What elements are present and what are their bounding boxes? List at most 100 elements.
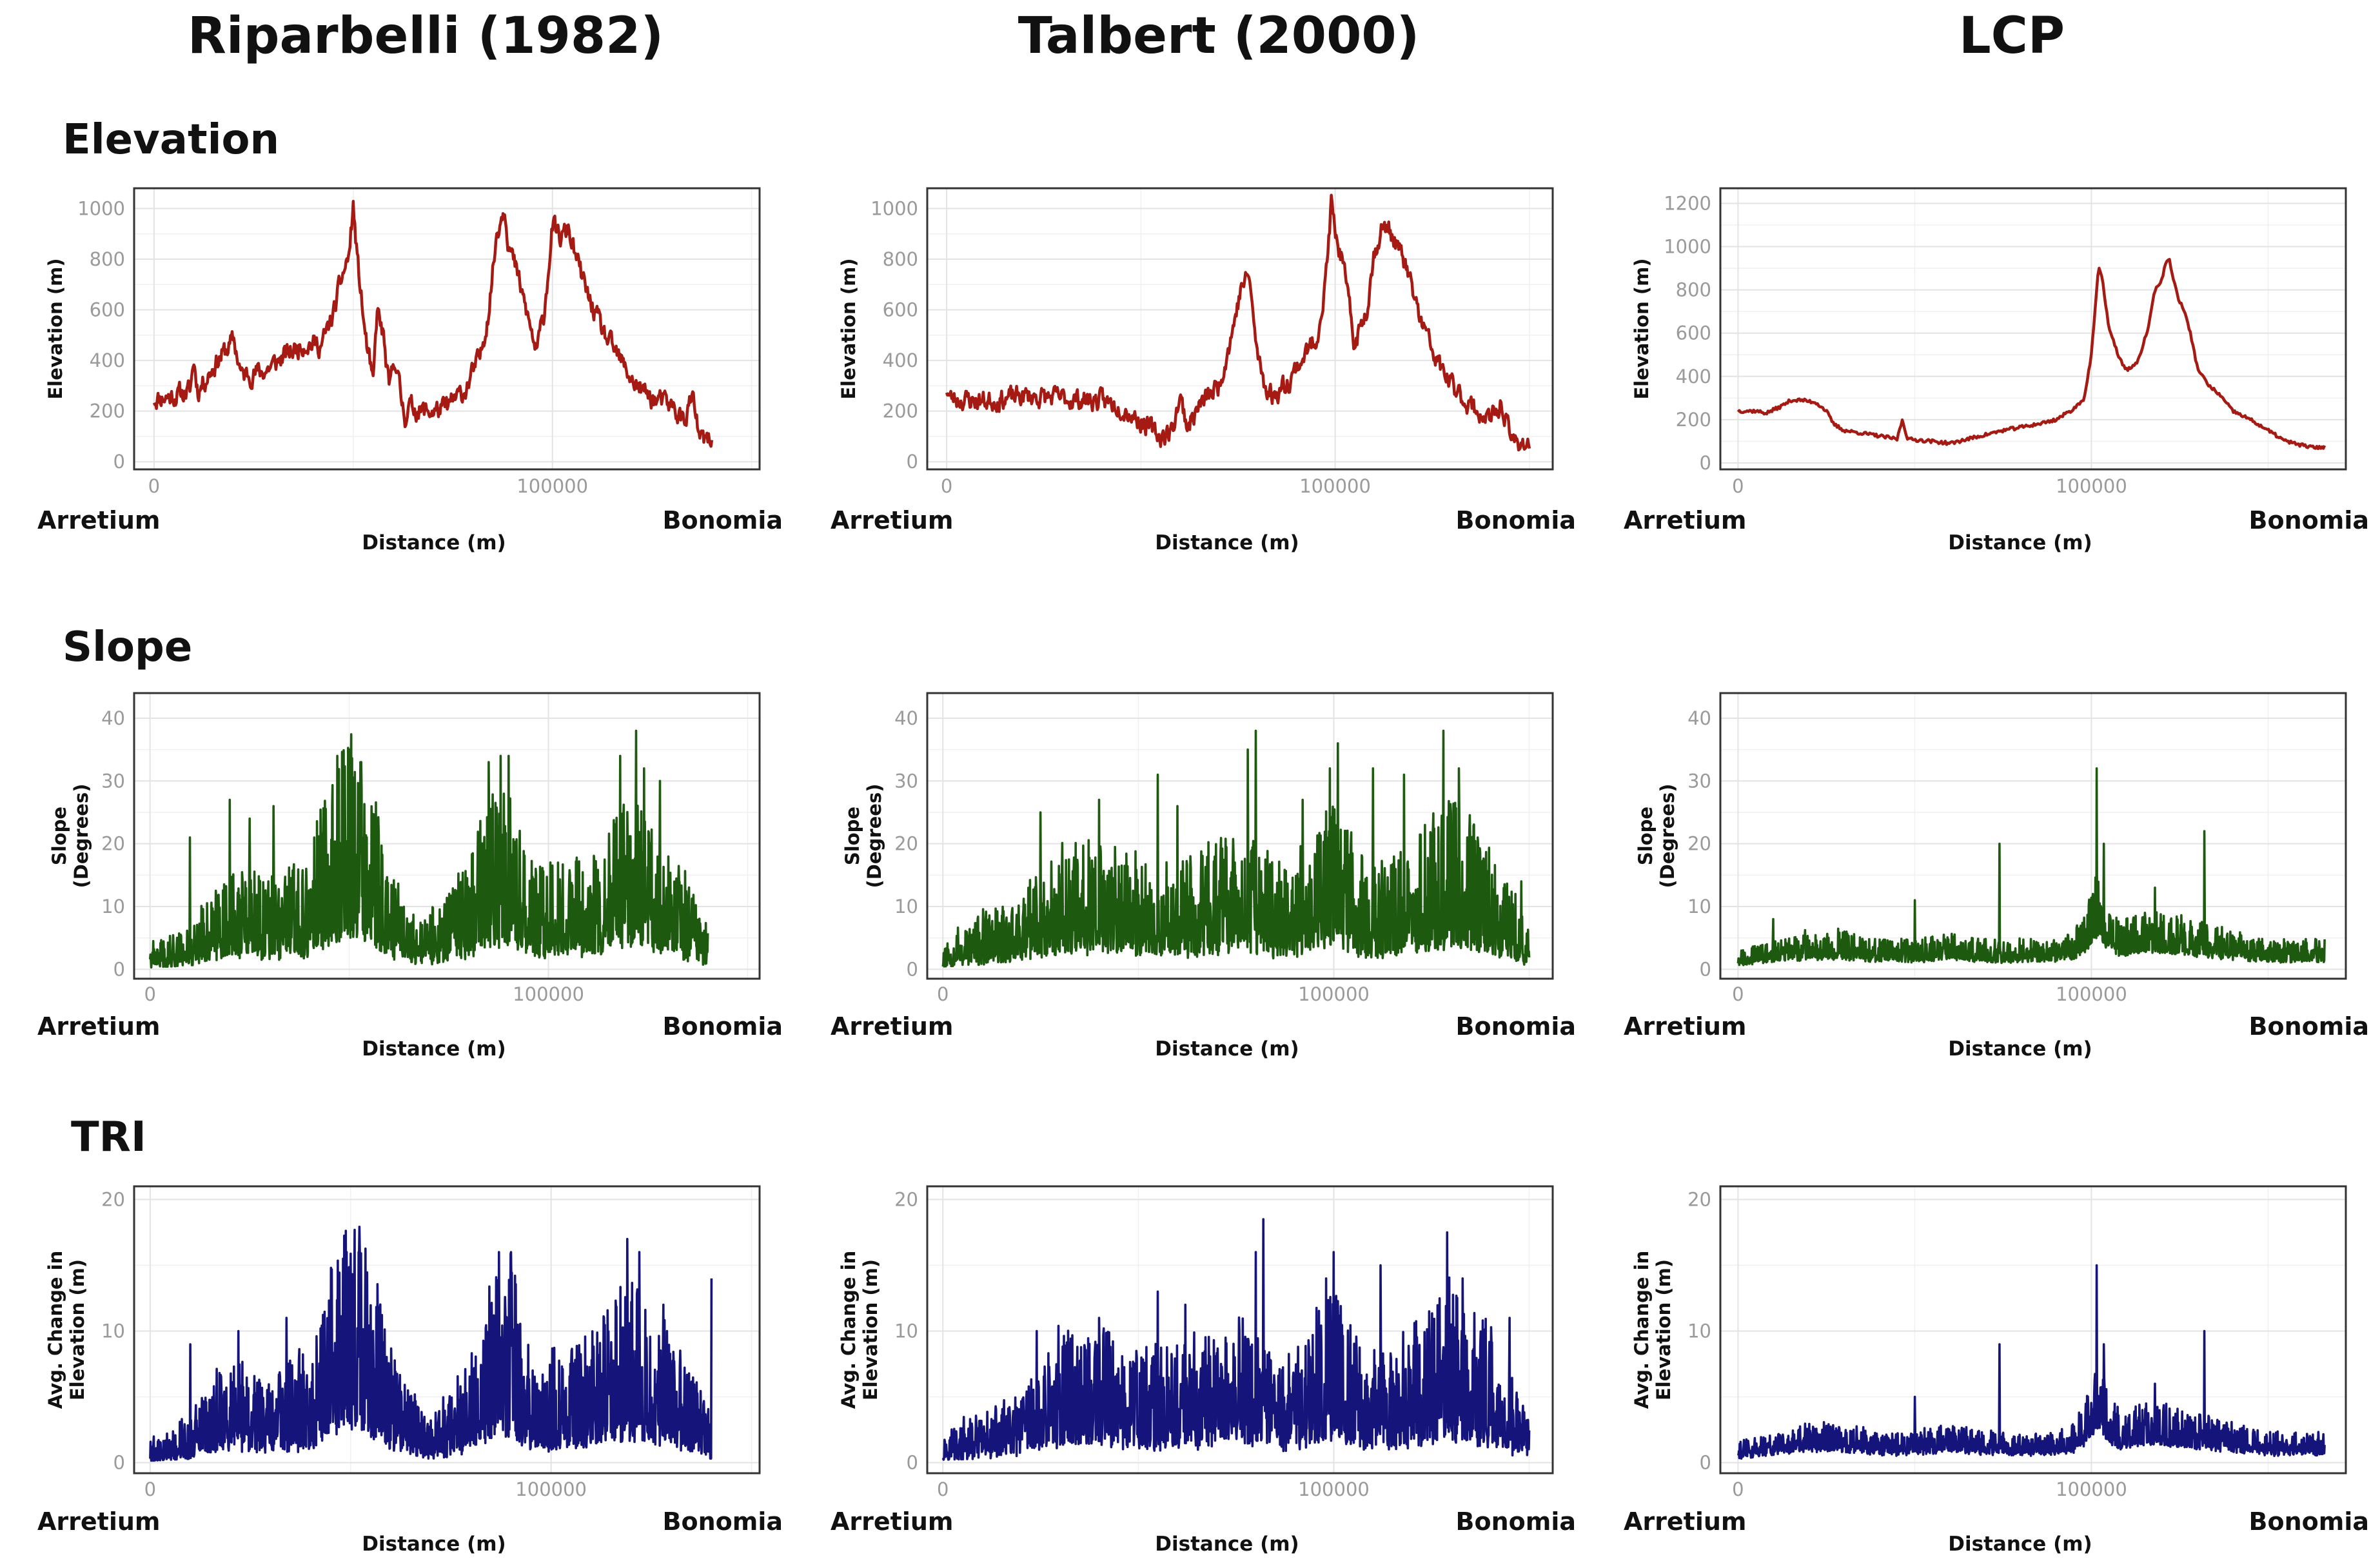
x-axis-label: Distance (m) <box>1155 1037 1299 1061</box>
y-tick-label: 40 <box>1687 707 1711 729</box>
y-axis-label: Slope(Degrees) <box>48 784 92 888</box>
plot-frame <box>926 692 1554 980</box>
endpoint-end-label: Bonomia <box>663 1507 783 1536</box>
x-tick-label: 0 <box>1732 983 1744 1005</box>
y-axis-label: Slope(Degrees) <box>841 784 885 888</box>
plot-frame <box>926 1185 1554 1475</box>
y-tick-label: 600 <box>1676 322 1711 344</box>
row-title-slope: Slope <box>63 623 192 671</box>
y-tick-label: 10 <box>894 896 918 917</box>
plot-frame <box>133 1185 761 1475</box>
y-tick-label: 20 <box>101 833 125 855</box>
x-tick-label: 100000 <box>2056 1478 2127 1500</box>
y-tick-label: 20 <box>101 1188 125 1210</box>
endpoint-start-label: Arretium <box>831 1012 954 1041</box>
plot-frame <box>1719 187 2347 471</box>
endpoint-start-label: Arretium <box>1624 1012 1747 1041</box>
y-tick-label: 40 <box>101 707 125 729</box>
y-tick-label: 200 <box>90 400 125 422</box>
y-tick-label: 10 <box>101 896 125 917</box>
y-tick-label: 0 <box>907 1452 918 1474</box>
x-axis-label: Distance (m) <box>1948 1037 2092 1061</box>
y-tick-label: 400 <box>883 349 918 371</box>
y-tick-label: 800 <box>90 248 125 270</box>
endpoint-end-label: Bonomia <box>2249 1507 2370 1536</box>
column-title-riparbelli: Riparbelli (1982) <box>188 7 664 65</box>
panel-elev-lcp: 0 200 400 600 800 1000 1200 0 100000 Elevation (m… <box>1624 187 2369 554</box>
x-tick-label: 100000 <box>2056 475 2127 497</box>
y-tick-label: 30 <box>101 770 125 792</box>
endpoint-start-label: Arretium <box>1624 1507 1747 1536</box>
y-tick-label: 1000 <box>77 197 125 219</box>
row-title-tri: TRI <box>71 1113 146 1161</box>
y-tick-label: 800 <box>1676 279 1711 301</box>
x-axis-label: Distance (m) <box>362 531 506 554</box>
series-line-slope-tal <box>941 729 1531 968</box>
y-axis-label-line: Avg. Change in <box>838 1251 860 1409</box>
x-tick-label: 100000 <box>516 475 588 497</box>
endpoint-start-label: Arretium <box>831 506 954 534</box>
endpoint-end-label: Bonomia <box>2249 1012 2370 1041</box>
y-axis-label-line: Elevation (m) <box>860 1259 881 1400</box>
endpoint-start-label: Arretium <box>1624 506 1747 534</box>
y-tick-label: 0 <box>907 451 918 473</box>
y-tick-label: 800 <box>883 248 918 270</box>
y-tick-label: 0 <box>113 451 125 473</box>
y-tick-label: 600 <box>90 299 125 321</box>
x-axis-label: Distance (m) <box>362 1533 506 1556</box>
x-axis-label: Distance (m) <box>1948 531 2092 554</box>
x-axis-label: Distance (m) <box>1155 1533 1299 1556</box>
x-tick-label: 0 <box>941 475 952 497</box>
y-tick-label: 200 <box>883 400 918 422</box>
x-axis-label: Distance (m) <box>362 1037 506 1061</box>
y-axis-label: Elevation (m) <box>44 258 66 399</box>
series-line-tri-lcp <box>1736 1264 2326 1460</box>
x-tick-label: 100000 <box>513 983 584 1005</box>
series-line-tri-tal <box>941 1218 1531 1461</box>
plot-frame <box>133 692 761 980</box>
plot-frame <box>926 187 1554 471</box>
endpoint-end-label: Bonomia <box>1456 1507 1577 1536</box>
y-axis-label-line: Avg. Change in <box>44 1251 66 1409</box>
x-tick-label: 0 <box>144 983 155 1005</box>
panel-tri-rip: 0 10 20 0 100000 Avg. Change inElevation (m) D… <box>37 1185 783 1556</box>
y-tick-label: 20 <box>894 1188 918 1210</box>
y-axis-label: Slope(Degrees) <box>1635 784 1678 888</box>
panel-slope-lcp: 0 10 20 30 40 0 100000 Slope(Degrees) Distance (… <box>1624 692 2370 1061</box>
endpoint-start-label: Arretium <box>37 1507 161 1536</box>
endpoint-end-label: Bonomia <box>663 1012 783 1041</box>
column-title-lcp: LCP <box>1959 7 2065 65</box>
x-tick-label: 100000 <box>1298 1478 1370 1500</box>
x-tick-label: 0 <box>937 983 949 1005</box>
series-line-tri-rip <box>149 1226 713 1462</box>
y-axis-label-line: (Degrees) <box>863 784 885 888</box>
series-line-elev-tal <box>945 193 1531 452</box>
endpoint-start-label: Arretium <box>37 506 161 534</box>
endpoint-end-label: Bonomia <box>1456 506 1577 534</box>
panel-slope-rip: 0 10 20 30 40 0 100000 Slope(Degrees) Distance (… <box>37 692 783 1061</box>
endpoint-end-label: Bonomia <box>1456 1012 1577 1041</box>
y-tick-label: 0 <box>907 958 918 980</box>
y-axis-label-line: (Degrees) <box>1657 784 1678 888</box>
y-axis-label-line: (Degrees) <box>70 784 92 888</box>
y-tick-label: 10 <box>1687 1320 1711 1342</box>
y-tick-label: 0 <box>113 958 125 980</box>
y-tick-label: 40 <box>894 707 918 729</box>
endpoint-start-label: Arretium <box>831 1507 954 1536</box>
y-tick-label: 20 <box>1687 833 1711 855</box>
x-tick-label: 100000 <box>1298 983 1370 1005</box>
endpoint-end-label: Bonomia <box>663 506 783 534</box>
panel-elev-tal: 0 200 400 600 800 1000 0 100000 Elevation (m) Dis… <box>831 187 1577 554</box>
series-line-slope-lcp <box>1736 767 2326 966</box>
series-line-slope-rip <box>148 729 709 969</box>
panel-elev-rip: 0 200 400 600 800 1000 0 100000 Elevation (m) Dis… <box>37 187 783 554</box>
plot-frame <box>1719 692 2347 980</box>
y-axis-label-line: Elevation (m) <box>1653 1259 1675 1400</box>
y-tick-label: 600 <box>883 299 918 321</box>
panel-slope-tal: 0 10 20 30 40 0 100000 Slope(Degrees) Distance (… <box>831 692 1577 1061</box>
plot-frame <box>1719 1185 2347 1475</box>
x-tick-label: 100000 <box>2056 983 2127 1005</box>
x-tick-label: 0 <box>144 1478 156 1500</box>
x-tick-label: 0 <box>937 1478 949 1500</box>
x-tick-label: 100000 <box>1299 475 1371 497</box>
